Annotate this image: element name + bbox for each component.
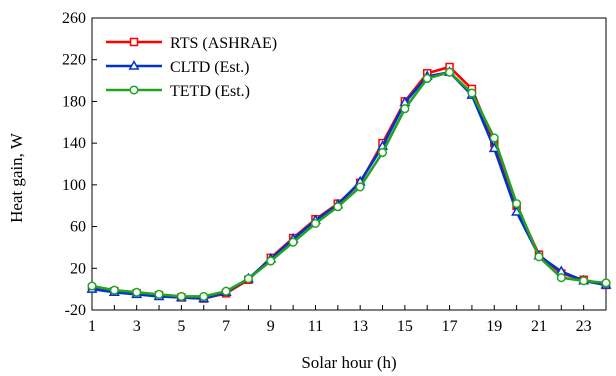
x-tick-label: 7: [222, 318, 230, 335]
legend-label: RTS (ASHRAE): [170, 35, 277, 52]
data-point: [109, 285, 119, 295]
y-tick-label: 180: [62, 93, 86, 110]
x-tick-label: 19: [486, 318, 502, 335]
data-point: [489, 133, 499, 143]
plot-area: [91, 17, 607, 311]
series-0: [87, 62, 611, 303]
y-tick-label: 100: [62, 177, 86, 194]
data-point: [467, 88, 477, 98]
y-tick-label: 20: [70, 260, 86, 277]
legend-label: TETD (Est.): [170, 83, 250, 100]
data-point: [333, 202, 343, 212]
legend-label: CLTD (Est.): [170, 59, 249, 76]
y-tick-label: 220: [62, 52, 86, 69]
data-point: [176, 291, 186, 301]
x-tick-label: 13: [352, 318, 368, 335]
y-axis-title: Heat gain, W: [7, 132, 26, 223]
legend-marker: [129, 37, 139, 47]
x-tick-label: 11: [308, 318, 323, 335]
data-point: [132, 287, 142, 297]
data-point: [154, 289, 164, 299]
data-point: [266, 256, 276, 266]
x-tick-label: 21: [531, 318, 547, 335]
y-axis: -20 20 60 100 140 180 220 260: [62, 10, 97, 319]
data-point: [355, 182, 365, 192]
series-1: [86, 66, 612, 303]
data-point: [534, 252, 544, 262]
x-tick-label: 1: [88, 318, 96, 335]
plot-border: [91, 17, 607, 311]
x-axis: 1 3 5 7 9 11 13 15 17 19 21 23: [88, 305, 607, 335]
x-tick-label: 17: [442, 318, 458, 335]
legend-marker: [129, 85, 139, 95]
data-point: [445, 67, 455, 77]
data-point: [512, 199, 522, 209]
y-tick-label: 60: [70, 219, 86, 236]
legend-item: TETD (Est.): [106, 83, 250, 100]
y-tick-label: 140: [62, 135, 86, 152]
data-point: [422, 73, 432, 84]
data-point: [400, 104, 410, 114]
series-2: [87, 67, 611, 301]
x-tick-label: 15: [397, 318, 413, 335]
y-tick-label: -20: [65, 302, 86, 319]
y-tick-label: 260: [62, 10, 86, 27]
x-tick-label: 5: [177, 318, 185, 335]
x-tick-label: 9: [267, 318, 275, 335]
x-tick-label: 3: [133, 318, 141, 335]
legend-item: CLTD (Est.): [106, 59, 249, 76]
data-point: [199, 291, 209, 301]
data-point: [556, 273, 566, 283]
data-point: [221, 286, 231, 296]
legend: RTS (ASHRAE) CLTD (Est.) TETD (Est.): [106, 35, 277, 100]
data-point: [288, 237, 298, 247]
series-layer: [86, 62, 612, 303]
x-axis-title: Solar hour (h): [301, 353, 396, 372]
data-point: [601, 278, 611, 288]
data-point: [377, 147, 388, 158]
legend-item: RTS (ASHRAE): [106, 35, 277, 52]
data-point: [579, 276, 589, 286]
data-point: [310, 218, 321, 228]
series-line: [91, 65, 607, 300]
series-line: [91, 70, 607, 300]
data-point: [243, 274, 253, 284]
legend-marker: [128, 59, 140, 70]
series-line: [91, 70, 607, 298]
x-tick-label: 23: [576, 318, 592, 335]
data-point: [87, 281, 97, 291]
